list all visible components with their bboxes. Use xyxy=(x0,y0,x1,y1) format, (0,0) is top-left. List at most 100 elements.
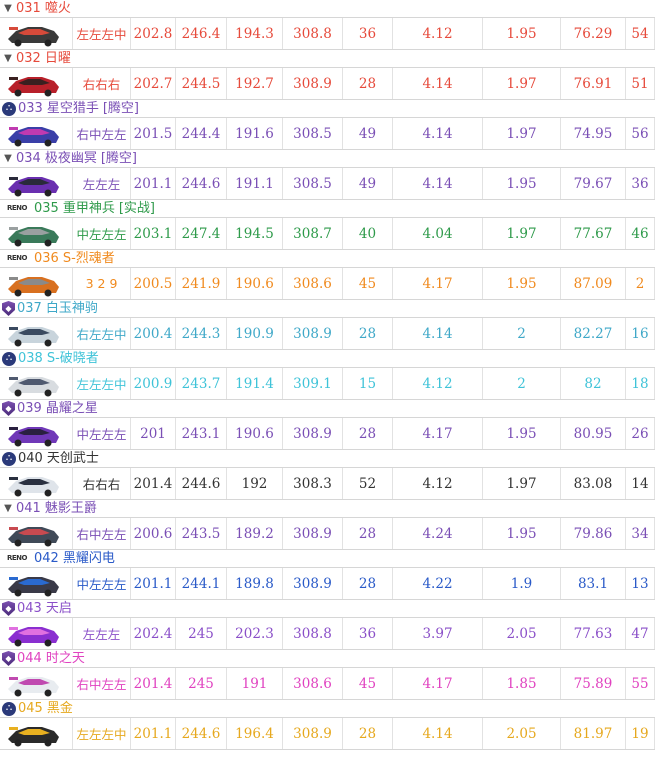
stat-value-1: 202.4 xyxy=(130,618,175,649)
stat-value-6: 4.14 xyxy=(392,68,482,99)
key-sequence: 右右右 xyxy=(72,68,130,99)
car-header[interactable]: ◆ 043 天启 xyxy=(0,600,655,617)
car-thumbnail[interactable] xyxy=(0,568,72,599)
car-thumbnail[interactable] xyxy=(0,668,72,699)
stat-value-8: 82.27 xyxy=(560,318,625,349)
stat-value-5: 49 xyxy=(342,168,392,199)
car-marker-icon: RENO xyxy=(7,254,27,262)
car-header[interactable]: ▼ 032 日曜 xyxy=(0,50,655,67)
stat-value-5: 28 xyxy=(342,718,392,749)
stat-value-2: 246.4 xyxy=(175,18,226,49)
race-car-icon xyxy=(8,126,59,146)
table-row: 右左左中 200.4 244.3 190.9 308.9 28 4.14 2 82.27 16 xyxy=(0,317,655,350)
car-thumbnail[interactable] xyxy=(0,368,72,399)
stat-value-8: 76.91 xyxy=(560,68,625,99)
car-marker-icon: ◆ xyxy=(2,301,15,316)
car-header[interactable]: ⛬ 045 黑金 xyxy=(0,700,655,717)
car-thumbnail[interactable] xyxy=(0,518,72,549)
car-header[interactable]: ◆ 039 晶耀之星 xyxy=(0,400,655,417)
stat-value-6: 4.04 xyxy=(392,218,482,249)
stat-value-6: 4.12 xyxy=(392,18,482,49)
car-name: 极夜幽冥 xyxy=(44,151,97,166)
car-number: 036 xyxy=(34,251,59,266)
car-thumbnail[interactable] xyxy=(0,468,72,499)
car-header[interactable]: RENO 036 S-烈魂者 xyxy=(0,250,655,267)
car-thumbnail[interactable] xyxy=(0,218,72,249)
race-car-icon xyxy=(8,326,59,346)
stat-value-9: 51 xyxy=(625,68,655,99)
stat-value-2: 244.6 xyxy=(175,468,226,499)
stat-value-1: 201 xyxy=(130,418,175,449)
stat-value-5: 28 xyxy=(342,68,392,99)
stat-value-9: 36 xyxy=(625,168,655,199)
car-thumbnail[interactable] xyxy=(0,618,72,649)
race-car-icon xyxy=(8,76,59,96)
race-car-icon xyxy=(8,276,59,296)
car-thumbnail[interactable] xyxy=(0,718,72,749)
stat-value-4: 308.9 xyxy=(282,568,342,599)
stat-value-2: 241.9 xyxy=(175,268,226,299)
stat-value-7: 1.95 xyxy=(482,518,560,549)
car-tag: [腾空] xyxy=(100,151,137,166)
car-header[interactable]: ▼ 034 极夜幽冥 [腾空] xyxy=(0,150,655,167)
race-car-icon xyxy=(8,26,59,46)
table-row: 右中左左 201.4 245 191 308.6 45 4.17 1.85 75.89 55 xyxy=(0,667,655,700)
car-header[interactable]: RENO 035 重甲神兵 [实战] xyxy=(0,200,655,217)
stat-value-3: 194.3 xyxy=(226,18,282,49)
car-thumbnail[interactable] xyxy=(0,18,72,49)
car-thumbnail[interactable] xyxy=(0,68,72,99)
car-header[interactable]: ◆ 044 时之天 xyxy=(0,650,655,667)
car-header[interactable]: RENO 042 黑耀闪电 xyxy=(0,550,655,567)
key-sequence: 右左左中 xyxy=(72,318,130,349)
stat-value-9: 13 xyxy=(625,568,655,599)
stat-value-8: 79.86 xyxy=(560,518,625,549)
car-header[interactable]: ◆ 037 白玉神驹 xyxy=(0,300,655,317)
stat-value-7: 1.95 xyxy=(482,268,560,299)
stat-value-7: 1.97 xyxy=(482,218,560,249)
car-header[interactable]: ⛬ 033 星空猎手 [腾空] xyxy=(0,100,655,117)
race-car-icon xyxy=(8,726,59,746)
car-name: 日曜 xyxy=(44,51,71,66)
car-entry: ⛬ 038 S-破晓者 左左左中 200.9 243.7 191.4 309.1 15 4… xyxy=(0,350,655,400)
stat-value-3: 190.6 xyxy=(226,418,282,449)
car-header[interactable]: ⛬ 038 S-破晓者 xyxy=(0,350,655,367)
car-header[interactable]: ⛬ 040 天创武士 xyxy=(0,450,655,467)
car-thumbnail[interactable] xyxy=(0,118,72,149)
stat-value-2: 244.5 xyxy=(175,68,226,99)
car-number: 031 xyxy=(16,1,41,16)
car-thumbnail[interactable] xyxy=(0,318,72,349)
car-header[interactable]: ▼ 041 魅影王爵 xyxy=(0,500,655,517)
car-entry: ▼ 034 极夜幽冥 [腾空] 左左左 201.1 244.6 191.1 308.5… xyxy=(0,150,655,200)
car-header[interactable]: ▼ 031 噬火 xyxy=(0,0,655,17)
car-thumbnail[interactable] xyxy=(0,168,72,199)
stat-value-6: 4.14 xyxy=(392,168,482,199)
stat-value-6: 4.14 xyxy=(392,118,482,149)
car-entry: ⛬ 033 星空猎手 [腾空] 右中左左 201.5 244.4 191.6 308.… xyxy=(0,100,655,150)
table-row: 左左左 202.4 245 202.3 308.8 36 3.97 2.05 77.63 47 xyxy=(0,617,655,650)
table-row: 右中左左 200.6 243.5 189.2 308.9 28 4.24 1.95 79.86… xyxy=(0,517,655,550)
stat-value-3: 202.3 xyxy=(226,618,282,649)
car-marker-icon: ⛬ xyxy=(2,451,16,466)
car-name: 白玉神驹 xyxy=(45,301,98,316)
stat-value-5: 40 xyxy=(342,218,392,249)
car-thumbnail[interactable] xyxy=(0,268,72,299)
stat-value-9: 55 xyxy=(625,668,655,699)
stat-value-9: 54 xyxy=(625,18,655,49)
car-thumbnail[interactable] xyxy=(0,418,72,449)
table-row: 右右右 202.7 244.5 192.7 308.9 28 4.14 1.97 76.91 5… xyxy=(0,67,655,100)
stat-value-3: 196.4 xyxy=(226,718,282,749)
car-name: S-破晓者 xyxy=(46,351,99,366)
race-car-icon xyxy=(8,676,59,696)
stat-value-7: 1.95 xyxy=(482,168,560,199)
stat-value-2: 245 xyxy=(175,668,226,699)
stat-value-5: 36 xyxy=(342,18,392,49)
stat-value-7: 2.05 xyxy=(482,618,560,649)
race-car-icon xyxy=(8,576,59,596)
car-entry: RENO 036 S-烈魂者 3 2 9 200.5 241.9 190.6 308.… xyxy=(0,250,655,300)
stat-value-8: 80.95 xyxy=(560,418,625,449)
stat-value-7: 1.97 xyxy=(482,118,560,149)
stat-value-3: 192 xyxy=(226,468,282,499)
stat-value-2: 247.4 xyxy=(175,218,226,249)
stat-value-9: 47 xyxy=(625,618,655,649)
car-entry: ◆ 037 白玉神驹 右左左中 200.4 244.3 190.9 308.9 28 4.… xyxy=(0,300,655,350)
